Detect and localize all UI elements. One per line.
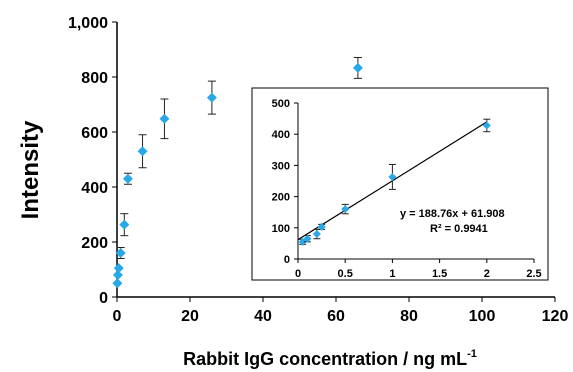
inset-x-tick-label: 1 <box>389 268 395 280</box>
main-x-tick-label: 100 <box>469 308 496 325</box>
main-y-tick-label: 200 <box>81 235 108 252</box>
main-x-tick-label: 20 <box>181 308 199 325</box>
x-axis-label-superscript: -1 <box>467 348 477 360</box>
main-data-point <box>119 219 130 230</box>
inset-x-tick-label: 0.5 <box>338 268 353 280</box>
main-data-point <box>122 173 133 184</box>
inset-y-tick-label: 500 <box>272 98 290 110</box>
y-axis-label: Intensity <box>17 120 44 219</box>
inset-y-tick-label: 0 <box>284 254 290 266</box>
fit-equation: y = 188.76x + 61.908 <box>400 208 505 220</box>
inset-frame <box>251 87 549 281</box>
main-axes <box>112 21 556 302</box>
r-squared: R² = 0.9941 <box>430 223 488 235</box>
main-y-tick-labels: 0 200 400 600 800 1,000 <box>68 15 108 307</box>
inset-data-point <box>388 172 397 181</box>
main-y-tick-label: 800 <box>81 70 108 87</box>
main-data-point <box>115 248 126 258</box>
main-data-point <box>137 146 148 157</box>
main-data-point <box>112 278 123 289</box>
inset-plot: 0 100 200 300 400 500 0 0.5 1 1.5 2 2.5 y = 188.76… <box>251 87 549 281</box>
inset-axes <box>294 102 535 263</box>
main-y-tick-label: 400 <box>81 180 108 197</box>
main-y-tick-label: 1,000 <box>68 15 108 32</box>
inset-y-tick-labels: 0 100 200 300 400 500 <box>272 98 290 266</box>
main-data-point <box>159 113 170 124</box>
inset-x-tick-label: 2 <box>484 268 490 280</box>
main-x-tick-labels: 0 20 40 60 80 100 120 <box>113 308 569 325</box>
main-x-tick-label: 60 <box>327 308 345 325</box>
main-y-tick-label: 600 <box>81 125 108 142</box>
inset-x-tick-label: 0 <box>295 268 301 280</box>
main-data-point <box>352 62 363 73</box>
main-data-point <box>112 270 123 280</box>
x-axis-label-text: Rabbit IgG concentration / ng mL <box>183 349 467 369</box>
main-data-points <box>112 56 363 289</box>
main-y-tick-label: 0 <box>99 290 108 307</box>
inset-data-points <box>298 118 491 246</box>
x-axis-label: Rabbit IgG concentration / ng mL-1 <box>183 348 477 369</box>
inset-x-tick-label: 1.5 <box>432 268 447 280</box>
main-x-tick-label: 40 <box>254 308 272 325</box>
inset-y-tick-label: 300 <box>272 160 290 172</box>
inset-data-point <box>303 234 312 243</box>
inset-data-point <box>312 230 321 239</box>
inset-x-tick-label: 2.5 <box>526 268 541 280</box>
main-data-point <box>206 92 217 103</box>
inset-y-tick-label: 400 <box>272 129 290 141</box>
inset-y-tick-label: 200 <box>272 192 290 204</box>
inset-x-tick-labels: 0 0.5 1 1.5 2 2.5 <box>295 268 542 280</box>
inset-data-point <box>482 121 491 130</box>
main-x-tick-label: 120 <box>542 308 569 325</box>
main-data-point <box>113 263 124 274</box>
main-x-tick-label: 0 <box>113 308 122 325</box>
main-x-tick-label: 80 <box>400 308 418 325</box>
inset-data-point <box>341 205 350 214</box>
inset-data-point <box>317 222 326 231</box>
inset-y-tick-label: 100 <box>272 223 290 235</box>
